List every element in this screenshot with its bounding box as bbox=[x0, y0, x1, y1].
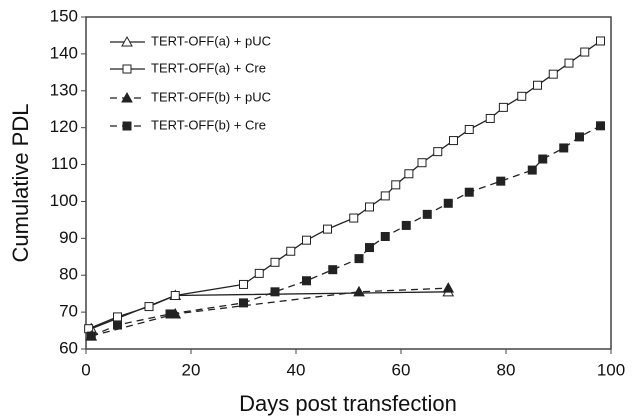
y-tick-label: 130 bbox=[50, 80, 78, 99]
marker bbox=[442, 282, 455, 293]
marker bbox=[286, 246, 296, 256]
marker bbox=[449, 136, 458, 146]
marker bbox=[365, 202, 374, 212]
marker bbox=[323, 224, 332, 234]
marker bbox=[391, 180, 401, 190]
y-tick-label: 110 bbox=[51, 154, 78, 173]
legend-text: TERT-OFF(b) + Cre bbox=[151, 117, 266, 132]
marker bbox=[401, 220, 411, 230]
x-tick-label: 20 bbox=[182, 360, 201, 379]
marker bbox=[559, 143, 569, 153]
y-tick-label: 80 bbox=[59, 265, 78, 284]
marker bbox=[517, 91, 527, 101]
y-tick-label: 140 bbox=[50, 43, 78, 62]
legend-text: TERT-OFF(a) + Cre bbox=[151, 60, 266, 75]
marker bbox=[349, 213, 359, 223]
marker bbox=[496, 176, 506, 186]
marker bbox=[122, 64, 132, 74]
series-line bbox=[91, 287, 449, 337]
marker bbox=[122, 121, 132, 131]
marker bbox=[165, 309, 175, 319]
marker bbox=[527, 165, 537, 175]
marker bbox=[404, 169, 414, 179]
marker bbox=[580, 47, 590, 57]
series-line bbox=[88, 40, 601, 330]
marker bbox=[380, 191, 390, 201]
marker bbox=[443, 198, 453, 208]
marker bbox=[239, 298, 248, 308]
y-tick-label: 70 bbox=[59, 302, 78, 321]
marker bbox=[498, 102, 508, 112]
x-tick-label: 100 bbox=[597, 360, 625, 379]
marker bbox=[113, 320, 122, 330]
plot-frame bbox=[85, 16, 612, 350]
series-line bbox=[90, 125, 601, 337]
legend-text: TERT-OFF(a) + pUC bbox=[151, 33, 271, 48]
marker bbox=[239, 279, 248, 289]
marker bbox=[302, 235, 311, 245]
marker bbox=[417, 158, 427, 168]
marker bbox=[538, 154, 548, 164]
marker bbox=[380, 231, 390, 241]
marker bbox=[433, 147, 443, 157]
y-tick-label: 60 bbox=[59, 338, 78, 357]
marker bbox=[254, 268, 264, 278]
y-axis-title: Cumulative PDL bbox=[8, 104, 33, 263]
marker bbox=[113, 312, 122, 322]
marker bbox=[365, 243, 374, 253]
marker bbox=[328, 265, 338, 275]
marker bbox=[485, 113, 495, 123]
marker bbox=[86, 331, 96, 341]
marker bbox=[548, 69, 558, 79]
x-axis-title: Days post transfection bbox=[239, 391, 457, 416]
y-tick-label: 90 bbox=[59, 228, 78, 247]
y-tick-label: 120 bbox=[50, 117, 78, 136]
marker bbox=[270, 287, 280, 297]
marker bbox=[170, 291, 180, 301]
marker bbox=[533, 80, 542, 90]
marker bbox=[354, 254, 364, 264]
y-tick-label: 150 bbox=[50, 6, 78, 25]
marker bbox=[596, 121, 605, 131]
marker bbox=[121, 91, 133, 103]
marker bbox=[302, 276, 311, 286]
marker bbox=[464, 187, 474, 197]
x-tick-label: 40 bbox=[287, 360, 306, 379]
marker bbox=[353, 285, 365, 297]
marker bbox=[270, 257, 280, 267]
y-tick-label: 100 bbox=[50, 191, 78, 210]
x-tick-label: 0 bbox=[81, 360, 90, 379]
marker bbox=[564, 58, 574, 68]
x-tick-label: 60 bbox=[392, 360, 411, 379]
marker bbox=[121, 35, 133, 47]
legend-text: TERT-OFF(b) + pUC bbox=[151, 89, 271, 104]
marker bbox=[464, 125, 474, 135]
x-tick-label: 80 bbox=[497, 360, 516, 379]
marker bbox=[422, 209, 432, 219]
marker bbox=[575, 132, 584, 142]
marker bbox=[596, 36, 605, 46]
marker bbox=[144, 302, 154, 312]
